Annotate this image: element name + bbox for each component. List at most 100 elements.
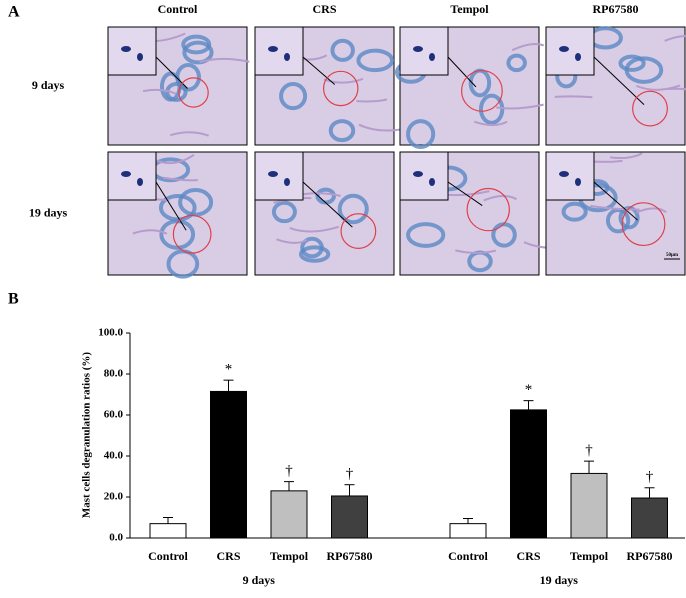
y-tick-label: 60.0 bbox=[104, 409, 124, 421]
fiber bbox=[153, 153, 195, 165]
mast-cell bbox=[559, 46, 569, 52]
scale-bar-label: 50μm bbox=[666, 253, 679, 258]
x-tick-label: RP67580 bbox=[327, 549, 373, 563]
mast-cell bbox=[575, 53, 581, 61]
bar bbox=[149, 523, 187, 539]
mast-cell bbox=[429, 178, 435, 186]
column-label: CRS bbox=[312, 2, 336, 16]
mast-cell bbox=[121, 46, 131, 52]
arrow bbox=[593, 181, 638, 221]
tissue bbox=[271, 200, 297, 224]
arrow bbox=[302, 56, 336, 85]
mast-cell bbox=[284, 53, 290, 61]
y-tick-label: 80.0 bbox=[104, 368, 124, 380]
inset bbox=[399, 26, 449, 76]
micrograph bbox=[254, 151, 395, 276]
arrow bbox=[447, 181, 483, 206]
arrow bbox=[593, 56, 645, 105]
tissue bbox=[328, 119, 356, 143]
tissue bbox=[506, 53, 527, 73]
fiber bbox=[590, 204, 640, 211]
tissue bbox=[478, 93, 505, 125]
y-tick-label: 100.0 bbox=[98, 327, 123, 339]
inset bbox=[545, 26, 595, 76]
y-tick-label: 20.0 bbox=[104, 491, 124, 503]
arrow bbox=[155, 181, 187, 231]
x-tick-label: CRS bbox=[216, 549, 240, 563]
mast-cell bbox=[137, 178, 143, 186]
fiber bbox=[473, 120, 508, 127]
inset bbox=[254, 151, 304, 201]
tissue bbox=[561, 201, 588, 222]
micrograph bbox=[254, 26, 408, 146]
highlight-circle bbox=[322, 70, 359, 107]
mast-cell bbox=[121, 171, 131, 177]
fiber bbox=[664, 35, 686, 42]
mast-cell bbox=[413, 171, 423, 177]
highlight-circle bbox=[621, 202, 666, 247]
significance-mark: * bbox=[525, 382, 533, 398]
micrograph bbox=[399, 151, 564, 276]
fiber bbox=[132, 229, 168, 235]
tissue bbox=[158, 193, 197, 222]
bar bbox=[331, 495, 368, 539]
row-label: 19 days bbox=[29, 205, 68, 219]
highlight-circle bbox=[172, 214, 212, 254]
tissue bbox=[279, 82, 308, 111]
fiber bbox=[483, 194, 518, 202]
highlight-circle bbox=[632, 90, 668, 127]
panel-label: A bbox=[8, 4, 20, 21]
inset bbox=[399, 151, 449, 201]
mast-cell bbox=[137, 53, 143, 61]
x-tick-label: Control bbox=[148, 549, 188, 563]
fiber bbox=[496, 103, 544, 110]
fiber bbox=[323, 77, 364, 84]
micrograph bbox=[545, 26, 686, 146]
fiber bbox=[289, 225, 339, 233]
micrograph bbox=[545, 151, 686, 276]
tissue bbox=[605, 207, 631, 234]
fiber bbox=[276, 238, 308, 244]
significance-mark: † bbox=[646, 469, 654, 485]
micrograph bbox=[107, 26, 250, 146]
micrograph bbox=[107, 151, 248, 279]
tissue bbox=[178, 188, 214, 217]
fiber bbox=[142, 88, 177, 95]
significance-mark: † bbox=[285, 463, 293, 479]
tissue bbox=[406, 119, 436, 150]
bar bbox=[510, 409, 547, 539]
column-label: Control bbox=[158, 2, 198, 16]
fiber bbox=[356, 98, 388, 103]
fiber bbox=[447, 190, 490, 197]
mast-cell bbox=[284, 178, 290, 186]
x-tick-label: CRS bbox=[516, 549, 540, 563]
column-label: RP67580 bbox=[593, 2, 639, 16]
x-tick-label: RP67580 bbox=[627, 549, 673, 563]
inset bbox=[254, 26, 304, 76]
y-tick-label: 0.0 bbox=[109, 532, 123, 544]
mast-cell bbox=[268, 46, 278, 52]
significance-mark: * bbox=[225, 362, 233, 378]
panel-label: B bbox=[8, 291, 19, 308]
fiber bbox=[455, 249, 497, 254]
tissue bbox=[298, 245, 331, 263]
x-tick-label: Tempol bbox=[270, 549, 309, 563]
fiber bbox=[554, 95, 593, 99]
tissue bbox=[330, 38, 355, 62]
tissue bbox=[618, 54, 646, 72]
tissue bbox=[406, 222, 446, 248]
tissue bbox=[165, 82, 188, 102]
tissue bbox=[337, 193, 369, 225]
arrow bbox=[447, 56, 477, 88]
column-label: Tempol bbox=[450, 2, 489, 16]
inset bbox=[107, 151, 157, 201]
bar bbox=[631, 497, 668, 539]
bar bbox=[449, 523, 487, 539]
mast-cell bbox=[268, 171, 278, 177]
mast-cell bbox=[429, 53, 435, 61]
mast-cell bbox=[413, 46, 423, 52]
tissue bbox=[356, 48, 395, 73]
tissue bbox=[166, 249, 200, 279]
fiber bbox=[199, 57, 250, 64]
